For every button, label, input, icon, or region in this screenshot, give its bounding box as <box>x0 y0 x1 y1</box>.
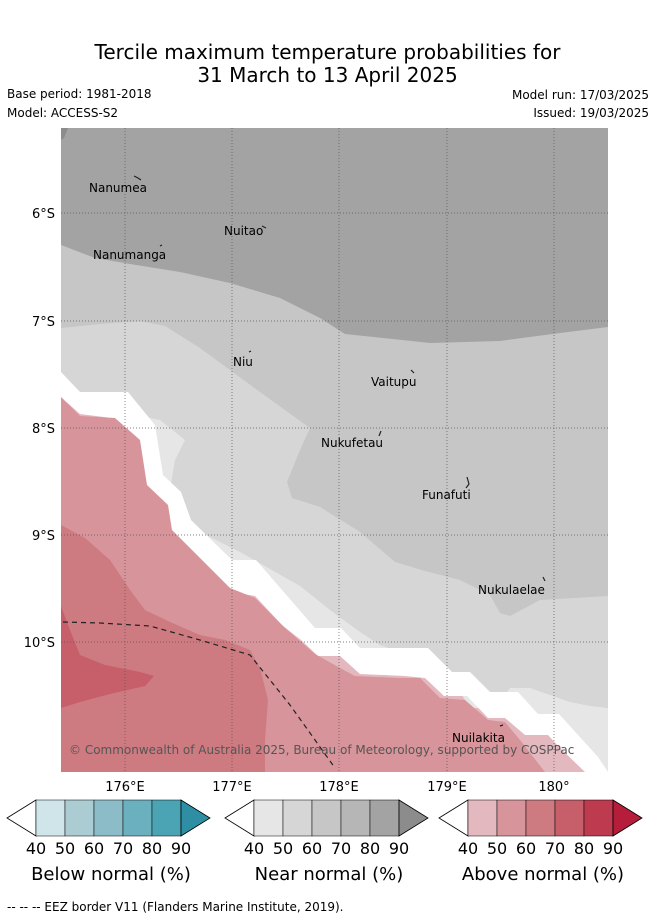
legend-tick-label: 90 <box>389 839 409 858</box>
legend-tick-label: 50 <box>55 839 75 858</box>
place-label-nukufetau: Nukufetau <box>321 436 383 450</box>
issued-date: Issued: 19/03/2025 <box>533 106 649 120</box>
eez-footnote: -- -- -- EEZ border V11 (Flanders Marine… <box>7 900 344 914</box>
place-label-nanumanga: Nanumanga <box>93 248 166 262</box>
legend-extend-high <box>398 799 429 837</box>
legend-tick-label: 60 <box>516 839 536 858</box>
legend-tick-label: 70 <box>545 839 565 858</box>
legend-swatch <box>554 799 585 837</box>
model-run: Model run: 17/03/2025 <box>511 88 649 102</box>
eez-border <box>62 621 336 769</box>
legend-swatch <box>496 799 527 837</box>
legend-title-2: Above normal (%) <box>461 864 625 885</box>
legend-extend-low <box>438 799 469 837</box>
legend-tick-label: 50 <box>487 839 507 858</box>
legend-extend-low <box>224 799 255 837</box>
legend-colorbar-0: 40 50 60 70 80 90 <box>6 798 216 864</box>
lon-label: 180° <box>538 780 569 795</box>
lat-label: 8°S <box>32 422 55 437</box>
place-label-funafuti: Funafuti <box>422 488 471 502</box>
lat-label: 7°S <box>32 315 55 330</box>
region-above-normal-60-70 <box>61 525 268 772</box>
place-label-nanumea: Nanumea <box>89 181 147 195</box>
legend-tick-label: 90 <box>603 839 623 858</box>
legend-tick-label: 40 <box>244 839 264 858</box>
legend-swatch <box>467 799 498 837</box>
place-label-niu: Niu <box>233 355 253 369</box>
gridlines <box>61 128 608 772</box>
legend-tick-label: 90 <box>171 839 191 858</box>
no-skill-band <box>61 372 608 772</box>
legend-swatch <box>369 799 400 837</box>
legend-swatch <box>122 799 153 837</box>
legend-tick-label: 60 <box>84 839 104 858</box>
model-name: Model: ACCESS-S2 <box>7 106 119 120</box>
region-above-normal-70-80 <box>61 606 154 708</box>
place-label-nuitao: Nuitao <box>224 224 263 238</box>
place-label-nuilakita: Nuilakita <box>452 731 505 745</box>
legend-tick-label: 80 <box>574 839 594 858</box>
island-outlines <box>133 175 546 727</box>
lat-label: 6°S <box>32 207 55 222</box>
legend-tick-label: 50 <box>273 839 293 858</box>
copyright-notice: © Commonwealth of Australia 2025, Bureau… <box>69 743 574 757</box>
title-line-2: 31 March to 13 April 2025 <box>197 63 458 87</box>
legend-swatch <box>35 799 66 837</box>
forecast-map: 6°S 7°S 8°S 9°S 10°S 176°E 177°E 178°E 1… <box>24 128 608 795</box>
legend-swatch <box>93 799 124 837</box>
legend-tick-label: 70 <box>331 839 351 858</box>
place-label-vaitupu: Vaitupu <box>371 375 417 389</box>
legend-extend-high <box>612 799 643 837</box>
legend-title-0: Below normal (%) <box>31 864 191 885</box>
place-label-nukulaelae: Nukulaelae <box>478 583 545 597</box>
lat-label: 9°S <box>32 529 55 544</box>
legend-swatch <box>64 799 95 837</box>
legend-tick-label: 60 <box>302 839 322 858</box>
legend-swatch <box>583 799 614 837</box>
lon-label: 177°E <box>212 780 252 795</box>
lon-label: 179°E <box>427 780 467 795</box>
corner-patch <box>61 128 68 140</box>
legend-colorbar-1: 40 50 60 70 80 90 <box>224 798 434 864</box>
lon-label: 176°E <box>105 780 145 795</box>
legend-tick-label: 80 <box>142 839 162 858</box>
lon-label: 178°E <box>319 780 359 795</box>
legend-tick-label: 40 <box>26 839 46 858</box>
legend-swatch <box>282 799 313 837</box>
legend-extend-low <box>6 799 37 837</box>
title-line-1: Tercile maximum temperature probabilitie… <box>94 40 561 64</box>
legend-tick-label: 40 <box>458 839 478 858</box>
legend-swatch <box>525 799 556 837</box>
lat-label: 10°S <box>24 636 55 651</box>
legend-tick-label: 80 <box>360 839 380 858</box>
legend-swatch <box>311 799 342 837</box>
legend-swatch <box>151 799 182 837</box>
legend-swatch <box>340 799 371 837</box>
base-period: Base period: 1981-2018 <box>7 87 152 101</box>
legend-extend-high <box>180 799 211 837</box>
legend-tick-label: 70 <box>113 839 133 858</box>
legend-colorbar-2: 40 50 60 70 80 90 <box>438 798 648 864</box>
map-title: Tercile maximum temperature probabilitie… <box>0 41 655 87</box>
legend-title-1: Near normal (%) <box>254 864 404 885</box>
legend-swatch <box>253 799 284 837</box>
